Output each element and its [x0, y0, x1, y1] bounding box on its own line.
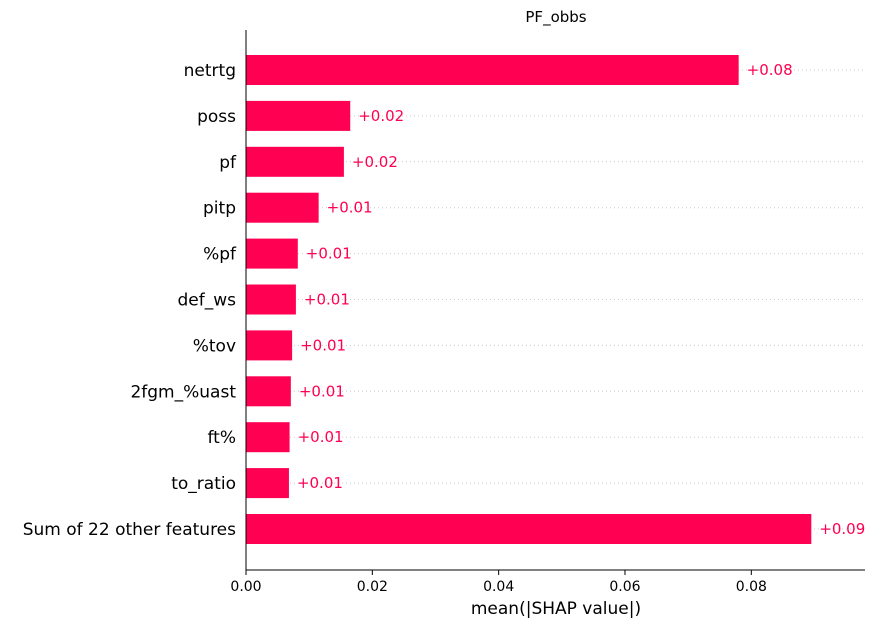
value-label-poss: +0.02: [358, 107, 404, 125]
x-axis-label: mean(|SHAP value|): [471, 599, 641, 619]
value-label-netrtg: +0.08: [747, 61, 793, 79]
y-tick-label-2fgm-uast: 2fgm_%uast: [130, 382, 236, 402]
x-ticks-group: 0.00 0.02 0.04 0.06 0.08: [230, 570, 767, 595]
bar-netrtg: [246, 55, 739, 85]
value-label-pf: +0.01: [306, 245, 352, 263]
value-label-pitp: +0.01: [327, 199, 373, 217]
value-label-sum-of-22-other-features: +0.09: [819, 520, 865, 538]
bars-group: [246, 55, 812, 544]
value-label-ft: +0.01: [298, 428, 344, 446]
bar-ft: [246, 422, 290, 453]
bar-tov: [246, 330, 293, 361]
bar-sum-of-22-other-features: [246, 514, 812, 544]
y-tick-label-def-ws: def_ws: [178, 291, 237, 311]
bar-2fgm-uast: [246, 376, 291, 407]
y-tick-label-pitp: pitp: [203, 199, 236, 219]
x-tick-label: 0.06: [609, 579, 640, 595]
bar-poss: [246, 100, 351, 131]
x-tick-label: 0.00: [230, 579, 261, 595]
value-label-to-ratio: +0.01: [297, 474, 343, 492]
x-tick-label: 0.02: [357, 579, 388, 595]
bar-pf: [246, 146, 344, 177]
value-labels-group: +0.08 +0.02 +0.02 +0.01 +0.01 +0.01 +0.01 +0.01…: [297, 61, 865, 538]
value-label-2fgm-uast: +0.01: [299, 382, 345, 400]
bar-pf: [246, 238, 298, 269]
bar-to-ratio: [246, 468, 289, 499]
chart-title: PF_obbs: [525, 8, 586, 27]
y-tick-label-pf: pf: [219, 153, 237, 173]
bar-pitp: [246, 192, 319, 223]
y-tick-label-ft: ft%: [207, 428, 236, 448]
value-label-tov: +0.01: [300, 336, 346, 354]
y-tick-label-sum-of-22-other-features: Sum of 22 other features: [23, 520, 236, 540]
y-tick-label-pf: %pf: [203, 245, 237, 265]
value-label-def-ws: +0.01: [304, 291, 350, 309]
x-tick-label: 0.04: [483, 579, 514, 595]
y-tick-label-tov: %tov: [193, 336, 236, 356]
y-tick-labels-group: netrtg poss pf pitp %pf def_ws %tov 2fgm_%uastf…: [23, 61, 237, 540]
y-tick-label-netrtg: netrtg: [184, 61, 236, 81]
y-tick-label-poss: poss: [197, 107, 236, 127]
y-tick-label-to-ratio: to_ratio: [171, 474, 236, 494]
bar-def-ws: [246, 284, 296, 315]
x-tick-label: 0.08: [736, 579, 767, 595]
value-label-pf: +0.02: [352, 153, 398, 171]
